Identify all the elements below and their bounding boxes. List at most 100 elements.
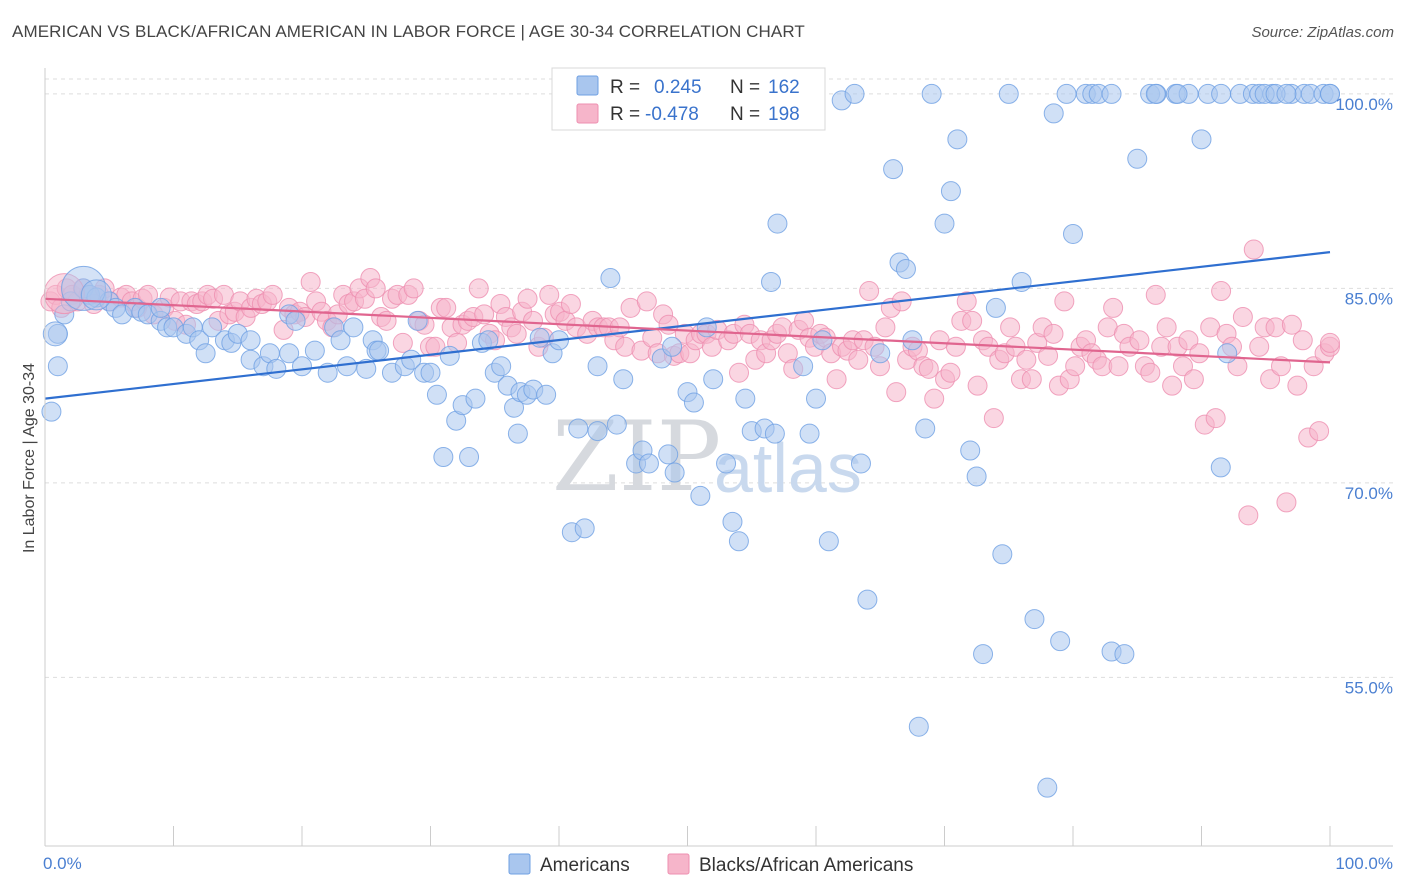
point-blacks xyxy=(365,278,386,299)
legend-n-value-blacks: 198 xyxy=(768,104,800,125)
point-americans xyxy=(330,330,351,351)
axes: 55.0% 70.0% 85.0% 100.0% 0.0% 100.0% xyxy=(43,68,1393,873)
point-americans xyxy=(343,317,364,338)
point-americans xyxy=(613,369,634,390)
point-americans xyxy=(716,453,737,474)
point-blacks xyxy=(945,336,966,357)
point-americans xyxy=(1024,609,1045,630)
y-tick-label: 55.0% xyxy=(1345,678,1393,697)
point-americans xyxy=(47,356,68,377)
point-americans xyxy=(195,343,216,364)
legend-n-value-americans: 162 xyxy=(768,77,800,98)
bottom-legend-label-americans: Americans xyxy=(540,855,630,876)
point-americans xyxy=(1145,83,1166,104)
point-americans xyxy=(947,129,968,150)
point-americans xyxy=(240,330,261,351)
chart-title: AMERICAN VS BLACK/AFRICAN AMERICAN IN LA… xyxy=(12,22,805,41)
point-blacks xyxy=(1270,356,1291,377)
point-blacks xyxy=(924,388,945,409)
point-americans xyxy=(940,181,961,202)
point-americans xyxy=(662,336,683,357)
point-blacks xyxy=(848,349,869,370)
legend-r-value-blacks: -0.478 xyxy=(645,104,699,125)
point-blacks xyxy=(636,291,657,312)
point-americans xyxy=(683,392,704,413)
point-americans xyxy=(202,317,223,338)
legend-swatch-blacks xyxy=(576,103,599,124)
point-americans xyxy=(934,213,955,234)
y-axis-title: In Labor Force | Age 30-34 xyxy=(21,363,38,553)
point-blacks xyxy=(1281,314,1302,335)
point-americans xyxy=(883,159,904,180)
point-americans xyxy=(735,388,756,409)
point-blacks xyxy=(1178,330,1199,351)
point-americans xyxy=(426,384,447,405)
point-americans xyxy=(966,466,987,487)
point-americans xyxy=(764,423,785,444)
trend-lines xyxy=(44,251,1331,400)
legend-r-label-blacks: R = xyxy=(610,104,640,125)
point-blacks xyxy=(1021,369,1042,390)
point-americans xyxy=(336,356,357,377)
point-blacks xyxy=(436,297,457,318)
point-americans xyxy=(606,414,627,435)
point-blacks xyxy=(1320,332,1340,353)
point-blacks xyxy=(1309,421,1330,442)
point-blacks xyxy=(403,278,424,299)
point-americans xyxy=(1050,631,1071,652)
y-tick-label: 70.0% xyxy=(1345,484,1393,503)
point-americans xyxy=(1191,129,1212,150)
point-blacks xyxy=(1129,330,1150,351)
point-blacks xyxy=(1243,239,1264,260)
point-blacks xyxy=(1189,343,1210,364)
point-blacks xyxy=(859,281,880,302)
point-blacks xyxy=(875,317,896,338)
point-americans xyxy=(587,356,608,377)
point-blacks xyxy=(425,336,446,357)
point-americans xyxy=(806,388,826,409)
point-americans xyxy=(985,297,1006,318)
point-americans xyxy=(998,83,1019,104)
point-americans xyxy=(600,268,621,289)
point-blacks xyxy=(729,362,750,383)
point-americans xyxy=(1217,343,1238,364)
series-legend: Americans Blacks/African Americans xyxy=(508,853,913,876)
legend-n-label-americans: N = xyxy=(730,77,760,98)
legend-swatch-americans xyxy=(576,75,599,96)
point-americans xyxy=(664,462,685,483)
point-americans xyxy=(895,258,916,279)
point-blacks xyxy=(794,310,815,331)
point-blacks xyxy=(522,310,543,331)
y-tick-label: 85.0% xyxy=(1345,289,1393,308)
trend-line-blacks xyxy=(44,297,1331,364)
point-americans xyxy=(818,531,839,552)
bottom-legend-label-blacks: Blacks/African Americans xyxy=(699,855,913,876)
point-americans xyxy=(767,213,788,234)
point-americans xyxy=(992,544,1013,565)
point-americans xyxy=(870,343,891,364)
point-blacks xyxy=(1232,306,1253,327)
point-americans xyxy=(722,511,743,532)
point-americans xyxy=(587,421,608,442)
point-americans xyxy=(728,531,749,552)
point-blacks xyxy=(1249,336,1270,357)
point-americans xyxy=(459,447,480,467)
point-americans xyxy=(285,310,306,331)
point-americans xyxy=(536,384,557,405)
point-blacks xyxy=(1038,345,1059,366)
y-tick-label: 100.0% xyxy=(1335,95,1393,114)
point-americans xyxy=(761,271,782,292)
point-americans xyxy=(799,423,820,444)
point-americans xyxy=(1320,83,1340,104)
point-americans xyxy=(1127,148,1148,169)
point-americans xyxy=(41,401,62,422)
point-americans xyxy=(844,83,865,104)
point-blacks xyxy=(962,310,983,331)
point-americans xyxy=(292,356,312,377)
source-label: Source: ZipAtlas.com xyxy=(1251,24,1394,41)
point-americans xyxy=(401,349,422,370)
point-blacks xyxy=(1108,356,1129,377)
point-americans xyxy=(793,356,814,377)
point-blacks xyxy=(1205,408,1226,429)
point-blacks xyxy=(886,382,907,403)
